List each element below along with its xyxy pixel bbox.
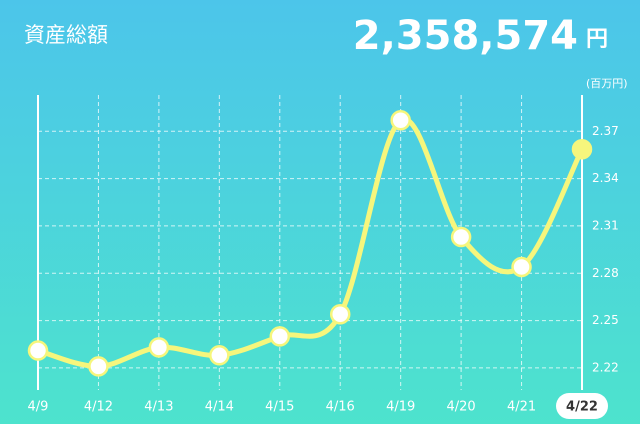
point[interactable] xyxy=(269,326,291,347)
x-tick-label: 4/19 xyxy=(386,400,415,415)
x-tick-label: 4/9 xyxy=(28,400,49,415)
point[interactable] xyxy=(329,304,351,325)
x-tick-label: 4/14 xyxy=(205,400,234,415)
y-tick-label: 2.28 xyxy=(592,266,619,280)
point[interactable] xyxy=(511,256,532,278)
x-tick-label[interactable]: 4/22 xyxy=(566,400,598,415)
x-tick-label: 4/16 xyxy=(326,400,355,415)
point[interactable] xyxy=(390,109,411,131)
y-tick-label: 2.22 xyxy=(592,360,619,374)
point[interactable] xyxy=(209,345,230,366)
point[interactable] xyxy=(450,226,472,248)
title: 資産総額 xyxy=(24,23,108,47)
y-tick-label: 2.31 xyxy=(592,218,619,232)
point[interactable] xyxy=(88,356,109,377)
x-tick-label: 4/13 xyxy=(144,400,173,415)
point[interactable] xyxy=(27,340,49,361)
point[interactable] xyxy=(571,139,593,160)
total-value: 2,358,574 xyxy=(353,13,578,59)
x-tick-label: 4/21 xyxy=(507,400,536,415)
x-tick-label: 4/12 xyxy=(84,400,113,415)
x-tick-label: 4/15 xyxy=(265,400,294,415)
y-tick-label: 2.25 xyxy=(592,313,619,327)
total-unit: 円 xyxy=(586,27,608,52)
point[interactable] xyxy=(148,337,170,358)
selected-pill[interactable] xyxy=(556,393,608,419)
x-tick-label: 4/20 xyxy=(447,400,476,415)
y-tick-label: 2.37 xyxy=(592,124,619,138)
y-tick-label: 2.34 xyxy=(592,171,619,185)
y-unit: (百万円) xyxy=(586,77,628,90)
